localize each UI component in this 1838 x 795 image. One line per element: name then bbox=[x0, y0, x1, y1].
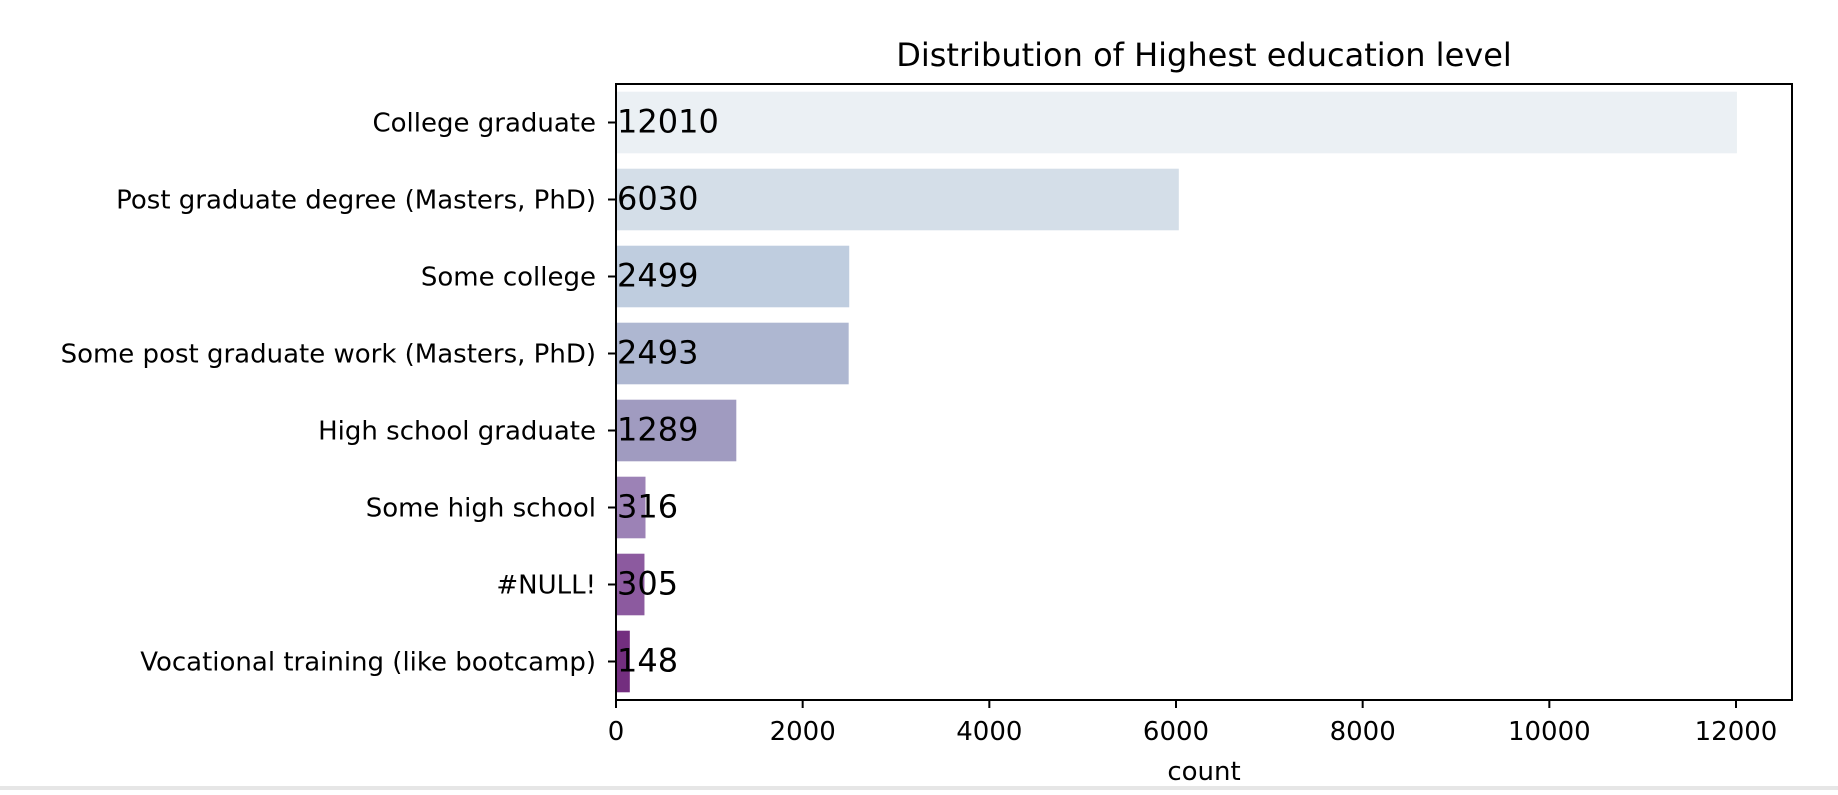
x-tick-label: 8000 bbox=[1330, 717, 1396, 747]
bar bbox=[616, 553, 645, 616]
x-axis-title: count bbox=[1167, 757, 1240, 787]
y-tick-label: #NULL! bbox=[496, 571, 596, 601]
bar bbox=[616, 630, 630, 693]
y-tick-label: Some college bbox=[421, 263, 596, 293]
bottom-border bbox=[0, 786, 1838, 790]
bar bbox=[616, 245, 850, 308]
x-tick-label: 6000 bbox=[1143, 717, 1209, 747]
x-tick-label: 12000 bbox=[1695, 717, 1778, 747]
bar-value-label: 316 bbox=[617, 488, 678, 526]
bar-value-label: 148 bbox=[617, 642, 678, 680]
bar-value-label: 305 bbox=[617, 565, 678, 603]
plot-frame bbox=[615, 83, 1793, 701]
bar-value-label: 12010 bbox=[617, 103, 719, 141]
bar-value-label: 2493 bbox=[617, 334, 698, 372]
x-tick-label: 0 bbox=[608, 717, 625, 747]
bar bbox=[616, 91, 1737, 154]
bar bbox=[616, 168, 1179, 231]
y-tick-label: College graduate bbox=[372, 109, 596, 139]
x-axis: 0 2000 4000 6000 8000 10000 12000 bbox=[608, 700, 1778, 747]
bar-value-label: 2499 bbox=[617, 257, 698, 295]
chart-title: Distribution of Highest education level bbox=[896, 36, 1512, 74]
x-tick-label: 4000 bbox=[956, 717, 1022, 747]
y-tick-label: High school graduate bbox=[318, 417, 596, 447]
bar bbox=[616, 476, 646, 539]
value-labels-layer: 12010 6030 2499 2493 1289 316 305 148 bbox=[617, 103, 719, 680]
bar-value-label: 1289 bbox=[617, 411, 698, 449]
x-tick-label: 2000 bbox=[770, 717, 836, 747]
bar bbox=[616, 399, 737, 462]
y-axis: College graduate Post graduate degree (Ma… bbox=[61, 109, 616, 678]
y-tick-label: Some high school bbox=[366, 494, 596, 524]
bar-value-label: 6030 bbox=[617, 180, 698, 218]
y-tick-label: Vocational training (like bootcamp) bbox=[140, 648, 596, 678]
y-tick-label: Post graduate degree (Masters, PhD) bbox=[116, 186, 596, 216]
y-tick-label: Some post graduate work (Masters, PhD) bbox=[61, 340, 596, 370]
x-tick-label: 10000 bbox=[1508, 717, 1591, 747]
bars-layer bbox=[616, 91, 1737, 693]
bar bbox=[616, 322, 849, 385]
